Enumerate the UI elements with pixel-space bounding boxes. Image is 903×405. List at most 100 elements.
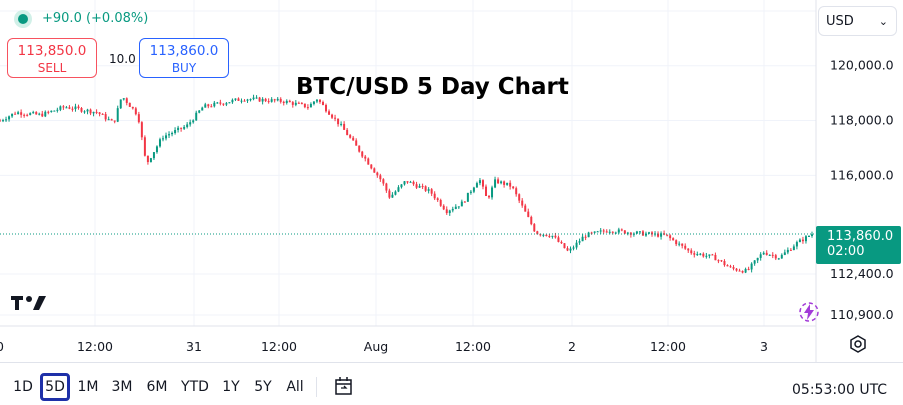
candle-body: [8, 116, 11, 120]
range-button-1m[interactable]: 1M: [77, 379, 99, 395]
buy-price: 113,860.0: [149, 43, 219, 59]
candle-body: [294, 102, 297, 105]
price-tick-label: 116,000.0: [830, 167, 894, 182]
candle-body: [726, 265, 729, 267]
candle-body: [288, 100, 291, 103]
price-tick-label: 120,000.0: [830, 58, 894, 73]
candle-body: [38, 113, 41, 115]
candle-body: [759, 254, 762, 258]
candle-body: [373, 168, 376, 173]
candle-body: [62, 106, 65, 108]
tradingview-logo-icon[interactable]: [11, 293, 47, 317]
candle-body: [2, 120, 5, 122]
candle-body: [584, 236, 587, 238]
candle-body: [460, 201, 463, 207]
last-price-countdown: 02:00: [827, 244, 865, 259]
candle-body: [654, 233, 657, 235]
bolt-icon[interactable]: [798, 301, 820, 323]
time-tick-label: 31: [186, 339, 202, 354]
candle-body: [391, 194, 394, 198]
candle-body: [756, 257, 759, 261]
candle-body: [249, 99, 252, 101]
range-button-1y[interactable]: 1Y: [222, 379, 240, 395]
sell-button[interactable]: 113,850.0 SELL: [7, 38, 97, 78]
range-button-5y[interactable]: 5Y: [254, 379, 272, 395]
time-tick-label: Aug: [364, 339, 388, 354]
candle-body: [638, 231, 641, 233]
candle-body: [110, 119, 113, 121]
candle-body: [303, 103, 306, 108]
candle-body: [183, 126, 186, 129]
candle-body: [273, 99, 276, 101]
candle-body: [318, 99, 321, 103]
candle-body: [439, 200, 442, 206]
buy-button[interactable]: 113,860.0 BUY: [139, 38, 229, 78]
candle-body: [424, 186, 427, 191]
price-change: +90.0 (+0.08%): [42, 11, 149, 26]
candle-body: [195, 112, 198, 121]
candle-body: [515, 188, 518, 195]
utc-clock[interactable]: 05:53:00 UTC: [792, 382, 888, 398]
time-axis[interactable]: 0 12:00 31 12:00 Aug 12:00 2 12:00 3: [0, 339, 768, 354]
candle-body: [306, 107, 309, 109]
candle-body: [436, 198, 439, 201]
candle-body: [101, 113, 104, 115]
currency-select[interactable]: USD ⌄: [818, 6, 897, 36]
range-button-3m[interactable]: 3M: [111, 379, 133, 395]
candle-body: [536, 231, 539, 235]
candle-body: [285, 100, 288, 103]
candle-body: [334, 117, 337, 119]
candle-body: [328, 111, 331, 115]
candle-body: [720, 260, 723, 262]
candle-body: [472, 187, 475, 192]
price-tick-label: 118,000.0: [830, 113, 894, 128]
candle-body: [340, 123, 343, 125]
candle-body: [261, 98, 264, 102]
candle-body: [71, 108, 74, 110]
candle-body: [702, 253, 705, 257]
spread-value: 10.0: [109, 52, 136, 66]
candle-body: [17, 112, 20, 115]
candle-body: [635, 231, 638, 234]
range-button-6m[interactable]: 6M: [146, 379, 168, 395]
candle-body: [750, 263, 753, 270]
candle-body: [807, 235, 810, 237]
candle-body: [575, 242, 578, 248]
candle-body: [651, 232, 654, 235]
candle-body: [475, 183, 478, 188]
calendar-goto-icon[interactable]: [333, 375, 355, 397]
candle-body: [14, 113, 17, 115]
range-button-all[interactable]: All: [286, 379, 304, 395]
range-button-5d[interactable]: 5D: [40, 373, 70, 401]
price-tick-label: 110,900.0: [830, 307, 894, 322]
candle-body: [497, 179, 500, 184]
candle-body: [711, 254, 714, 256]
candle-body: [162, 138, 165, 140]
time-tick-label: 12:00: [455, 339, 491, 354]
candle-body: [509, 182, 512, 187]
candle-body: [512, 186, 515, 189]
settings-icon[interactable]: [849, 335, 867, 353]
candle-body: [361, 151, 364, 157]
candle-body: [488, 195, 491, 198]
candle-body: [560, 241, 563, 244]
price-axis[interactable]: 122,000.0120,000.0118,000.0116,000.0112,…: [830, 3, 894, 322]
status-dot-icon: [18, 13, 28, 24]
candle-body: [279, 98, 282, 102]
candle-body: [681, 243, 684, 246]
range-button-1d[interactable]: 1D: [13, 379, 33, 395]
candle-body: [678, 243, 681, 245]
sell-price: 113,850.0: [17, 43, 87, 59]
candle-body: [397, 187, 400, 192]
range-button-ytd[interactable]: YTD: [181, 379, 209, 395]
candle-body: [545, 234, 548, 237]
candle-body: [427, 189, 430, 191]
candle-body: [647, 232, 650, 234]
candle-body: [20, 112, 23, 115]
candle-body: [539, 234, 542, 236]
buy-label: BUY: [171, 61, 197, 75]
sell-label: SELL: [37, 61, 67, 75]
candle-body: [146, 155, 149, 163]
candle-body: [234, 98, 237, 100]
